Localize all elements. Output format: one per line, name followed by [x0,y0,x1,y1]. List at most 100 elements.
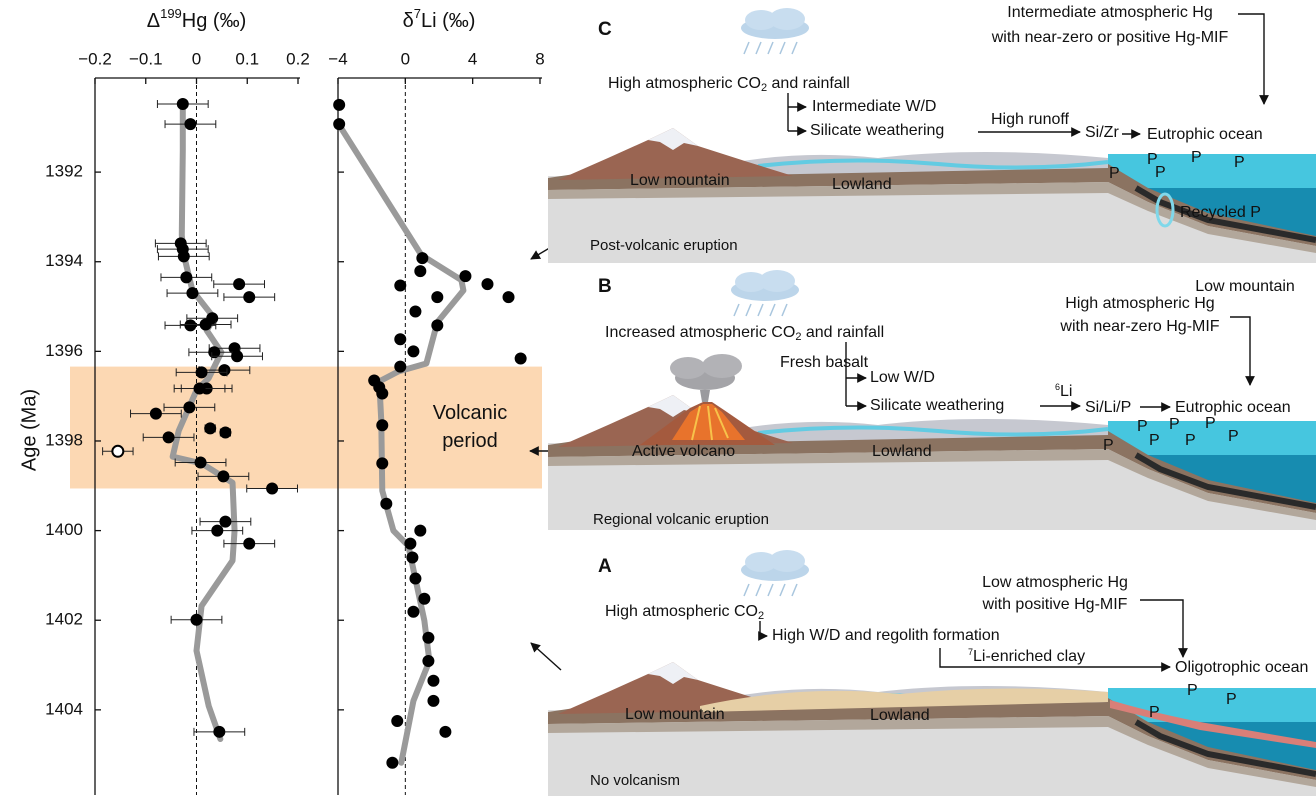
wd-label: Low W/D [870,369,935,386]
hg-label: Low atmospheric Hg [982,574,1128,591]
x-axis-title-part: 7 [414,6,421,21]
data-point [392,716,403,727]
y-axis-title: Age (Ma) [18,389,40,471]
y-tick-label: 1394 [45,251,83,270]
p-mark: P [1228,428,1239,445]
weathering-label: Silicate weathering [870,397,1004,414]
data-point [244,292,255,303]
p-mark: P [1185,432,1196,449]
data-point [218,471,229,482]
y-tick-label: 1404 [45,699,83,718]
hg-label: with near-zero Hg-MIF [1059,318,1219,335]
data-point [244,538,255,549]
data-point [377,458,388,469]
data-point [220,427,231,438]
clay-label: 7Li-enriched clay [968,647,1085,665]
co2-label: Increased atmospheric CO2 and rainfall [605,324,884,343]
volcanic-band [70,367,542,489]
landform-label: Active volcano [632,443,735,460]
data-point [408,346,419,357]
data-point [407,552,418,563]
y-tick-label: 1392 [45,162,83,181]
data-point [232,351,243,362]
data-point [395,280,406,291]
landform-label: Lowland [832,176,892,193]
data-point [112,446,123,457]
data-point [395,334,406,345]
x-tick-label: 0.2 [286,49,310,68]
data-point [460,271,471,282]
figure: VolcanicperiodΔ199Hg (‰)Age (Ma)−0.2−0.1… [0,0,1316,796]
x-tick-label: −0.2 [78,49,112,68]
data-point [515,353,526,364]
p-mark: P [1187,682,1198,699]
hg-label: Intermediate atmospheric Hg [1007,4,1212,21]
x-axis-title-part: Li (‰) [421,10,475,32]
wd-label: Intermediate W/D [812,98,936,115]
x-tick-label: 0.1 [235,49,259,68]
data-point [214,726,225,737]
data-point [428,675,439,686]
data-point [503,292,514,303]
x-axis-title: δ7Li (‰) [403,6,476,32]
landform-label: Low mountain [1195,278,1295,295]
panel-letter: C [598,19,612,40]
x-axis-title-part: Hg (‰) [182,10,246,32]
data-point [423,656,434,667]
p-mark: P [1149,704,1160,721]
co2-label: High atmospheric CO2 [605,603,764,622]
proxy-label: Si/Li/P [1085,399,1131,416]
x-axis-title-part: 199 [160,6,182,21]
x-tick-label: 8 [535,49,544,68]
data-point [181,272,192,283]
x-axis-title: Δ199Hg (‰) [147,6,247,32]
data-point [387,757,398,768]
recycled-label: Recycled P [1180,204,1261,221]
data-point [195,457,206,468]
landform-label: Lowland [870,707,930,724]
p-mark: P [1149,432,1160,449]
panel-caption: Regional volcanic eruption [593,511,769,528]
p-mark: P [1234,154,1245,171]
data-point [185,119,196,130]
runoff-label: High runoff [991,111,1070,128]
weathering-label: Silicate weathering [810,122,944,139]
data-point [410,306,421,317]
data-point [432,320,443,331]
data-point [423,632,434,643]
ocean-label: Eutrophic ocean [1147,126,1263,143]
data-point [196,367,207,378]
data-point [185,320,196,331]
data-point [220,516,231,527]
band-label: Volcanic [433,402,508,424]
landform-label: Low mountain [625,706,725,723]
x-tick-label: −4 [328,49,347,68]
data-point [219,365,230,376]
data-point [410,573,421,584]
data-point [432,292,443,303]
data-point [440,726,451,737]
data-point [194,383,205,394]
data-point [212,525,223,536]
data-point [267,483,278,494]
panel-caption: No volcanism [590,772,680,789]
data-point [415,525,426,536]
landform-label: Lowland [872,443,932,460]
y-tick-label: 1400 [45,520,83,539]
x-axis-title-part: Δ [147,10,160,32]
wd-label: High W/D and regolith formation [772,627,1000,644]
ocean-label: Eutrophic ocean [1175,399,1291,416]
data-point [187,288,198,299]
co2-label: High atmospheric CO2 and rainfall [608,75,850,94]
link-arrow [531,643,561,670]
data-point [205,423,216,434]
p-mark: P [1109,165,1120,182]
data-point [234,279,245,290]
panel-letter: A [598,556,612,577]
data-point [177,98,188,109]
data-point [377,388,388,399]
hg-label: High atmospheric Hg [1065,295,1214,312]
data-point [395,361,406,372]
data-point [334,119,345,130]
